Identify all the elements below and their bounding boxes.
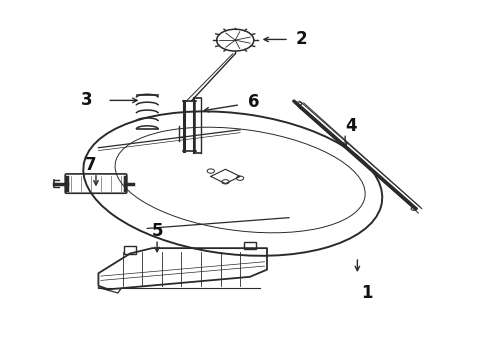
Text: 2: 2 [295, 31, 307, 49]
Bar [124, 246, 136, 253]
Text: 7: 7 [85, 156, 97, 174]
Text: 3: 3 [80, 91, 92, 109]
Text: 1: 1 [362, 284, 373, 302]
Text: 4: 4 [346, 117, 357, 135]
Bar [244, 242, 256, 249]
Text: 5: 5 [151, 222, 163, 240]
Text: 6: 6 [248, 93, 260, 111]
